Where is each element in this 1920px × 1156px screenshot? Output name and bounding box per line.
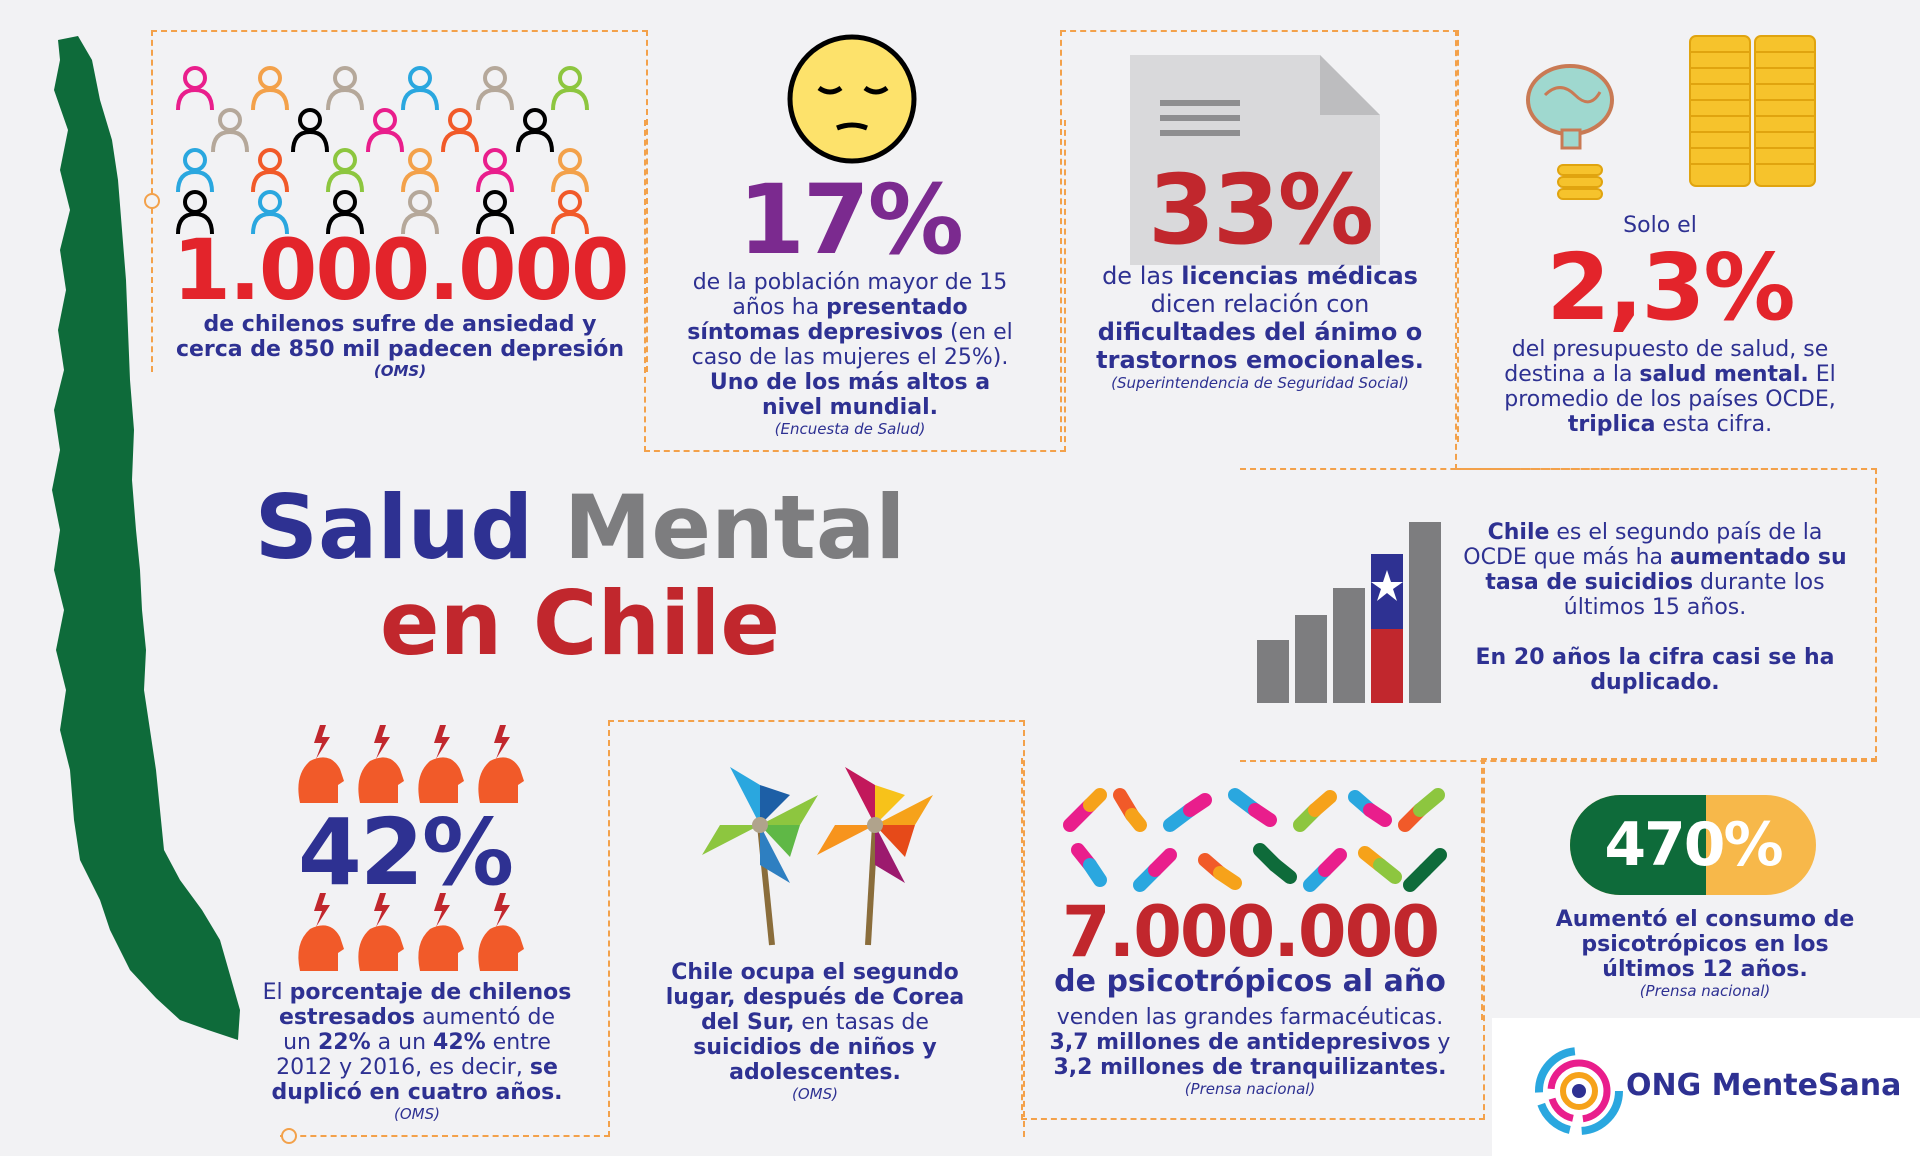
stat-million-text: de chilenos sufre de ansiedad y cerca de… [170,312,630,380]
box-33 [1060,30,1459,442]
stat-23-t5: esta cifra. [1655,412,1773,437]
stat-42-source: (OMS) [394,1105,440,1123]
stat-42-t2: porcentaje de chilenos estresados [278,980,572,1030]
stat-23-t1: del presupuesto de salud, se destina a l… [1504,337,1829,387]
suicide-t2: es el segundo país de la OCDE que más ha [1463,520,1823,570]
sad-face-icon [787,34,917,164]
mentesana-logo-icon [1535,1047,1623,1135]
stat-17-source: (Encuesta de Salud) [774,420,926,438]
stat-million-value: 1.000.000 [172,221,630,319]
connector-dot [144,193,160,209]
brain-coins-icon [1526,35,1816,200]
pinwheels-icon [702,767,933,946]
stat-17-t3: (en el caso de las mujeres el 25%). [691,320,1013,370]
stat-42-t8: se duplicó en cuatro años. [271,1055,563,1105]
stat-470-value: 470% [1604,810,1783,880]
title-line2: en Chile [379,572,781,675]
stat-470-pill: 470% [1570,795,1816,895]
suicide-t3: aumentado su tasa de suicidios [1485,545,1847,595]
logo-area: ONG MenteSana [1492,1018,1920,1156]
stat-million-line1: de chilenos sufre de ansiedad y [203,312,597,337]
stat-17-t1: de la población mayor de 15 años ha [692,270,1008,320]
stat-42-t4: 22% [317,1030,371,1055]
children-source: (OMS) [792,1085,838,1103]
stat-17-t4: Uno de los más altos a nivel mundial. [709,370,991,420]
stat-23-t3: El promedio de los países OCDE, [1504,362,1836,412]
chile-map [52,36,240,1040]
children-t3: suicidios de niños y adolescentes. [693,1035,937,1085]
stat-17-t2: presentado síntomas depresivos [687,295,968,345]
stat-23-text: del presupuesto de salud, se destina a l… [1500,337,1840,437]
stat-470-text: Aumentó el consumo de psicotrópicos en l… [1550,907,1860,1000]
stat-470-source: (Prensa nacional) [1639,982,1771,1000]
stat-42-value: 42% [297,799,514,906]
page-title: Salud Mental en Chile [240,480,920,672]
stat-23-t4: triplica [1567,412,1656,437]
children-text: Chile ocupa el segundo lugar, después de… [650,960,980,1103]
stat-42-t7: entre 2012 y 2016, es decir, [276,1030,551,1080]
stat-42-text: El porcentaje de chilenos estresados aum… [262,980,572,1123]
box-children [608,720,1025,1137]
stat-33-value: 33% [1148,154,1374,266]
stat-23-value: 2,3% [1546,234,1795,341]
stressed-heads-icon [298,725,524,803]
stat-33-t2: licencias médicas [1181,262,1418,290]
logo-text: ONG MenteSana [1626,1068,1902,1103]
stat-42-t6: 42% [433,1030,486,1055]
stat-42-t3: aumentó de un [283,1005,556,1055]
stat-7m-t3: y [1430,1030,1451,1055]
stat-7m-source: (Prensa nacional) [1184,1080,1316,1098]
connector-dot [281,1128,297,1144]
suicide-t1: Chile [1487,520,1550,545]
stat-7m-t4: 3,2 millones de tranquilizantes. [1053,1055,1447,1080]
stat-7m-value: 7.000.000 [1061,891,1440,973]
box-470 [1481,758,1877,1020]
people-icons [176,66,589,235]
stat-470-pill-left [1570,795,1706,895]
suicide-bars-icon [1257,522,1441,703]
pills-icon [1063,788,1447,892]
stat-42-t1: El [262,980,290,1005]
suicide-t4: durante los últimos 15 años. [1563,570,1825,620]
document-icon [1130,55,1380,265]
children-t2: en tasas de [794,1010,929,1035]
stat-million-source: (OMS) [373,362,427,380]
stat-7m-text: venden las grandes farmacéuticas. 3,7 mi… [1040,1005,1460,1098]
stressed-heads-icon [298,893,524,971]
stat-470-t1: Aumentó el consumo de psicotrópicos en l… [1555,907,1855,982]
suicide-t5: En 20 años la cifra casi se ha duplicado… [1475,645,1835,695]
stat-7m-sub: de psicotrópicos al año [1054,964,1446,999]
stat-33-t1: de las [1102,262,1182,290]
title-word1: Salud [254,476,534,579]
stat-7m-t2: 3,7 millones de antidepresivos [1049,1030,1431,1055]
box-17 [644,120,1066,452]
stat-33-text: de las licencias médicas dicen relación … [1085,262,1435,392]
stat-17-text: de la población mayor de 15 años ha pres… [680,270,1020,438]
stat-million-line2: cerca de 850 mil padecen depresión [175,337,625,362]
stat-33-source: (Superintendencia de Seguridad Social) [1111,374,1409,392]
box-suicide [1240,468,1877,762]
stat-7m-t1: venden las grandes farmacéuticas. [1056,1005,1444,1030]
box-7m [1021,758,1485,1120]
stat-42-t5: a un [370,1030,434,1055]
children-t1: Chile ocupa el segundo lugar, después de… [665,960,965,1035]
stat-23-t2: salud mental. [1639,362,1809,387]
suicide-text: Chile es el segundo país de la OCDE que … [1455,520,1855,695]
stat-33-t4: dificultades del ánimo o trastornos emoc… [1096,318,1424,374]
stat-23-pre: Solo el [1623,213,1697,238]
stat-33-t3: dicen relación con [1150,290,1370,318]
stat-17-value: 17% [738,164,964,276]
title-word2: Mental [563,476,906,579]
